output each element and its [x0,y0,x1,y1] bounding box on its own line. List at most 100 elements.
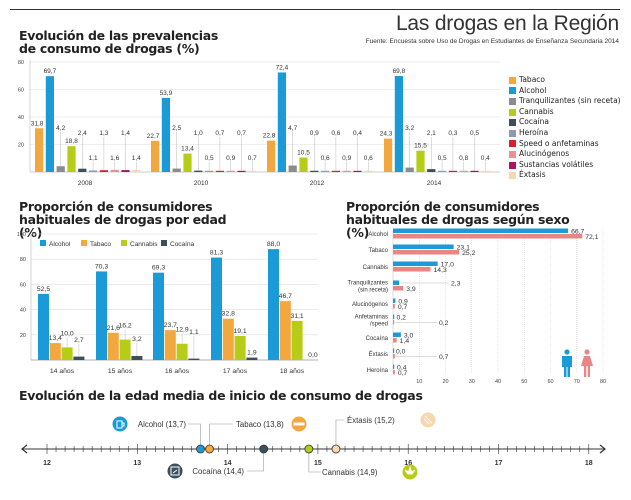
data-label: 1,6 [110,155,119,162]
data-label: 1,1 [189,329,199,336]
bar-cannabis-2010 [183,153,192,172]
x-tick-label: 50 [521,379,527,385]
data-label: 70,3 [95,263,108,270]
point-label-alcohol: Alcohol (13,7) [138,420,187,429]
bar-alcohol-2012 [277,72,286,172]
data-label: 0,9 [310,130,319,137]
data-label: 0,5 [205,155,214,162]
data-label: 0,7 [398,304,408,311]
x-tick-label: 60 [547,379,553,385]
category-label-cocaina: Cocaína [366,336,389,342]
data-label: 10,5 [297,150,310,157]
bar-cocaina-2012 [310,170,319,172]
x-tick-label: 70 [574,379,580,385]
data-label: 53,9 [160,90,173,97]
legend-item-alucinogenos: Alucinógenos [509,149,621,160]
data-label: 3,2 [132,336,142,343]
data-label: 16,2 [118,323,131,330]
data-label: 0,9 [226,155,235,162]
data-label: 13,4 [49,335,62,342]
data-label: 2,3 [451,281,461,288]
bar-alcohol-2010 [161,97,170,172]
chart-title-edad-inicio: Evolución de la edad media de inicio de … [19,388,423,403]
data-label: 2,1 [427,130,436,137]
data-label: 23,1 [457,245,470,252]
legend-swatch-tabaco [81,240,87,246]
data-label: 31,1 [290,313,303,320]
legend-item-cocaina: Cocaína [509,117,621,128]
y-tick-label: 40 [18,115,24,121]
bar-cocaina-2008 [78,168,87,172]
data-label: 0,6 [331,130,340,137]
data-label: 31,8 [31,120,44,127]
y-tick-label: 20 [20,333,26,339]
x-tick-label: 30 [469,379,475,385]
legend-swatch [509,172,516,180]
header-rule [10,9,620,10]
legend-swatch-cannabis [121,240,127,246]
bar-sustancias-volatiles-2014 [470,170,479,172]
bar-hombres-anfetaminas-speed [393,314,395,319]
bar-hombres-cannabis [393,261,438,266]
bar-alucinogenos-2010 [226,170,235,172]
x-tick-label: 15 [314,460,322,467]
bar-extasis-2012 [364,170,373,172]
bar-cannabis-2008 [67,146,76,172]
legend-item-tabaco: Tabaco [509,75,621,86]
bar-tabaco-15-anos [107,332,119,360]
data-label: 0,7 [439,354,449,361]
x-tick-label: 16 [404,460,412,467]
legend-swatch [509,119,516,127]
bar-speed-o-anfetaminas-2010 [215,170,224,172]
bar-tabaco-16-anos [164,330,176,360]
data-label: 0,2 [439,320,449,327]
bar-hombres-cocaina [393,332,401,337]
bar-alucinogenos-2008 [110,169,119,172]
legend-label-cannabis: Cannabis [130,241,158,248]
data-label: 0,7 [237,130,246,137]
data-label: 24,3 [380,131,393,138]
bar-heroina-2014 [438,170,447,172]
bar-hombres-alcohol [393,228,569,233]
leader-line [209,423,233,445]
chart-title-prevalencias: Evolución de las prevalencias de consumo… [19,28,218,56]
data-label: 0,3 [448,130,457,137]
bar-alcohol-18-anos [268,249,279,360]
point-extasis [331,444,341,454]
x-tick-label: 13 [133,460,141,467]
data-label: 0,9 [342,155,351,162]
y-tick-label: 60 [20,282,26,288]
x-tick-label: 17 [495,460,503,467]
point-alcohol [196,444,205,454]
data-label: 0,0 [308,352,318,359]
bar-hombres-extasis [393,348,395,353]
page-title: Las drogas en la Región [395,12,619,35]
category-label-tranquilizantes-sin-receta: Tranquilizantes [348,281,388,287]
y-tick-label: 60 [18,88,24,94]
data-label: 0,5 [438,155,447,162]
data-label: 0,6 [321,155,330,162]
x-tick-label: 18 [585,460,593,467]
bar-alucinogenos-2012 [342,170,351,172]
bar-hombres-tabaco [393,244,454,249]
x-tick-label: 40 [495,379,501,385]
data-label: 0,7 [215,130,224,137]
point-cannabis [304,444,314,454]
legend-label-tabaco: Tabaco [90,241,111,248]
bar-cannabis-16-anos [176,343,188,360]
data-label: 0,7 [398,370,408,377]
leader-line [335,419,344,445]
data-label: 52,5 [37,286,50,293]
bar-tabaco-18-anos [279,301,291,360]
bar-tabaco-2014 [384,138,393,172]
data-label: 21,6 [107,325,120,332]
legend-swatch [509,161,516,169]
x-tick-label: 10 [416,379,422,385]
data-label: 3,2 [405,125,414,132]
bar-mujeres-tabaco [393,250,460,255]
leader-line [308,453,321,473]
bar-extasis-2008 [132,170,141,172]
